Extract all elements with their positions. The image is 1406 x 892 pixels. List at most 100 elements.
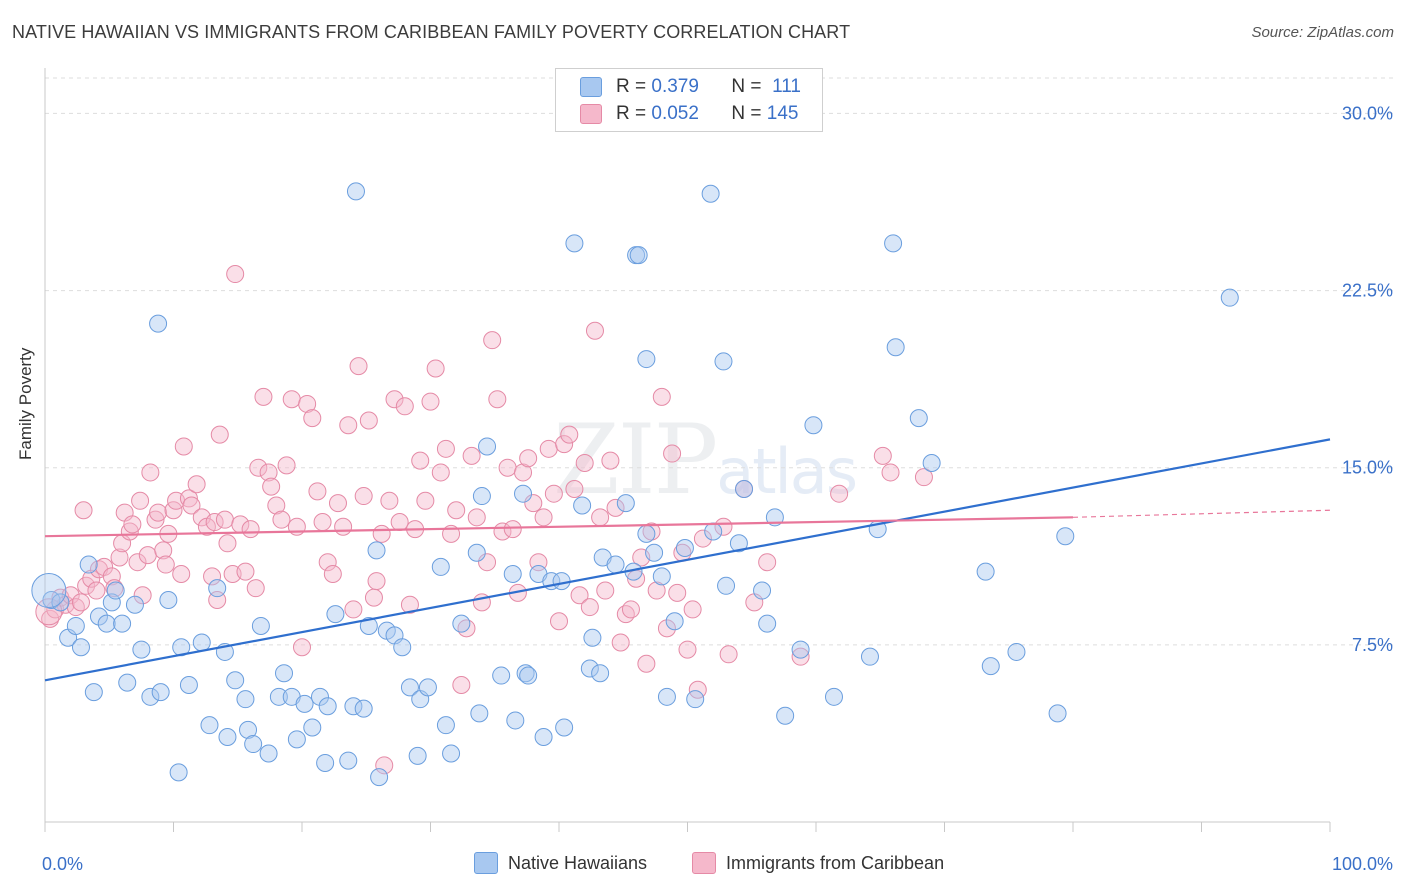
data-point-hawaiian	[922, 453, 941, 472]
data-point-hawaiian	[804, 416, 823, 435]
data-point-hawaiian	[714, 352, 733, 371]
data-point-caribbean	[395, 397, 414, 416]
data-point-hawaiian	[239, 720, 258, 739]
data-point-caribbean	[637, 654, 656, 673]
data-point-hawaiian	[565, 234, 584, 253]
data-point-caribbean	[210, 425, 229, 444]
data-point-hawaiian	[824, 687, 843, 706]
data-point-caribbean	[218, 534, 237, 553]
data-point-caribbean	[400, 595, 419, 614]
data-point-caribbean	[914, 468, 933, 487]
data-point-caribbean	[534, 508, 553, 527]
data-point-hawaiian	[616, 494, 635, 513]
data-point-caribbean	[421, 392, 440, 411]
data-point-caribbean	[411, 451, 430, 470]
correlation-legend: R = 0.379 N = 111 R = 0.052 N = 145	[555, 68, 823, 132]
data-point-caribbean	[246, 579, 265, 598]
data-point-hawaiian	[637, 350, 656, 369]
data-point-caribbean	[95, 557, 114, 576]
data-point-hawaiian	[303, 718, 322, 737]
data-point-hawaiian	[141, 687, 160, 706]
data-point-hawaiian	[1056, 527, 1075, 546]
data-point-caribbean	[611, 633, 630, 652]
data-point-hawaiian	[251, 616, 270, 635]
data-point-hawaiian	[629, 246, 648, 265]
data-point-caribbean	[249, 458, 268, 477]
trend-line-caribbean	[44, 516, 1074, 538]
data-point-hawaiian	[686, 690, 705, 709]
data-point-caribbean	[606, 498, 625, 517]
y-tick-label: 7.5%	[1352, 635, 1393, 655]
data-point-caribbean	[544, 484, 563, 503]
legend-swatch-blue	[580, 77, 602, 97]
data-point-caribbean	[354, 487, 373, 506]
data-point-hawaiian	[503, 565, 522, 583]
data-point-hawaiian	[657, 687, 676, 706]
data-point-hawaiian	[534, 727, 553, 746]
data-point-hawaiian	[259, 744, 278, 763]
data-point-caribbean	[565, 479, 584, 498]
data-point-caribbean	[503, 520, 522, 539]
data-point-caribbean	[141, 463, 160, 482]
data-point-caribbean	[873, 446, 892, 465]
data-point-caribbean	[498, 458, 517, 477]
data-point-hawaiian	[66, 616, 85, 635]
data-point-hawaiian	[645, 543, 664, 562]
data-point-hawaiian	[470, 704, 489, 723]
data-point-hawaiian	[106, 581, 125, 600]
data-point-caribbean	[133, 586, 152, 605]
data-point-caribbean	[339, 416, 358, 435]
data-point-hawaiian	[316, 753, 335, 772]
data-point-hawaiian	[339, 751, 358, 770]
data-point-caribbean	[519, 449, 538, 468]
data-point-caribbean	[539, 439, 558, 458]
data-point-caribbean	[74, 501, 93, 520]
data-point-hawaiian	[218, 727, 237, 746]
data-point-caribbean	[226, 265, 245, 284]
data-point-hawaiian	[431, 557, 450, 576]
data-point-caribbean	[657, 619, 676, 638]
data-point-hawaiian	[132, 640, 151, 659]
data-point-caribbean	[668, 583, 687, 602]
data-point-caribbean	[591, 508, 610, 527]
data-point-caribbean	[349, 357, 368, 376]
trend-lines	[44, 438, 1331, 682]
data-point-caribbean	[375, 756, 394, 775]
data-point-hawaiian	[393, 638, 412, 657]
series-native-hawaiians	[31, 182, 1239, 787]
data-point-hawaiian	[71, 638, 90, 657]
data-point-caribbean	[215, 510, 234, 529]
data-point-hawaiian	[149, 314, 168, 333]
data-point-caribbean	[179, 489, 198, 508]
data-point-caribbean	[478, 553, 497, 572]
data-point-caribbean	[254, 387, 273, 406]
data-point-hawaiian	[113, 614, 132, 633]
data-point-caribbean	[272, 510, 291, 529]
data-point-hawaiian	[753, 581, 772, 600]
trend-line-native-hawaiians	[44, 438, 1331, 682]
data-point-hawaiian	[591, 664, 610, 683]
data-point-caribbean	[262, 477, 281, 496]
x-tick-label: 0.0%	[42, 854, 83, 874]
r-value: 0.379	[651, 76, 699, 97]
data-point-hawaiian	[244, 735, 263, 754]
data-point-caribbean	[621, 600, 640, 619]
data-point-hawaiian	[735, 479, 754, 498]
data-point-hawaiian	[478, 437, 497, 456]
data-point-caribbean	[174, 437, 193, 456]
data-point-caribbean	[683, 600, 702, 619]
data-point-caribbean	[334, 517, 353, 536]
legend-swatch-pink	[580, 104, 602, 124]
data-point-hawaiian	[287, 730, 306, 749]
data-point-caribbean	[146, 510, 165, 529]
data-point-caribbean	[293, 638, 311, 657]
n-value: 111	[772, 76, 801, 97]
data-point-hawaiian	[580, 659, 599, 678]
data-point-caribbean	[483, 331, 502, 350]
data-point-hawaiian	[79, 555, 98, 574]
data-point-hawaiian	[359, 616, 378, 635]
data-point-hawaiian	[514, 484, 533, 503]
data-point-hawaiian	[1220, 288, 1239, 307]
data-point-hawaiian	[675, 539, 694, 558]
data-point-caribbean	[452, 676, 471, 695]
